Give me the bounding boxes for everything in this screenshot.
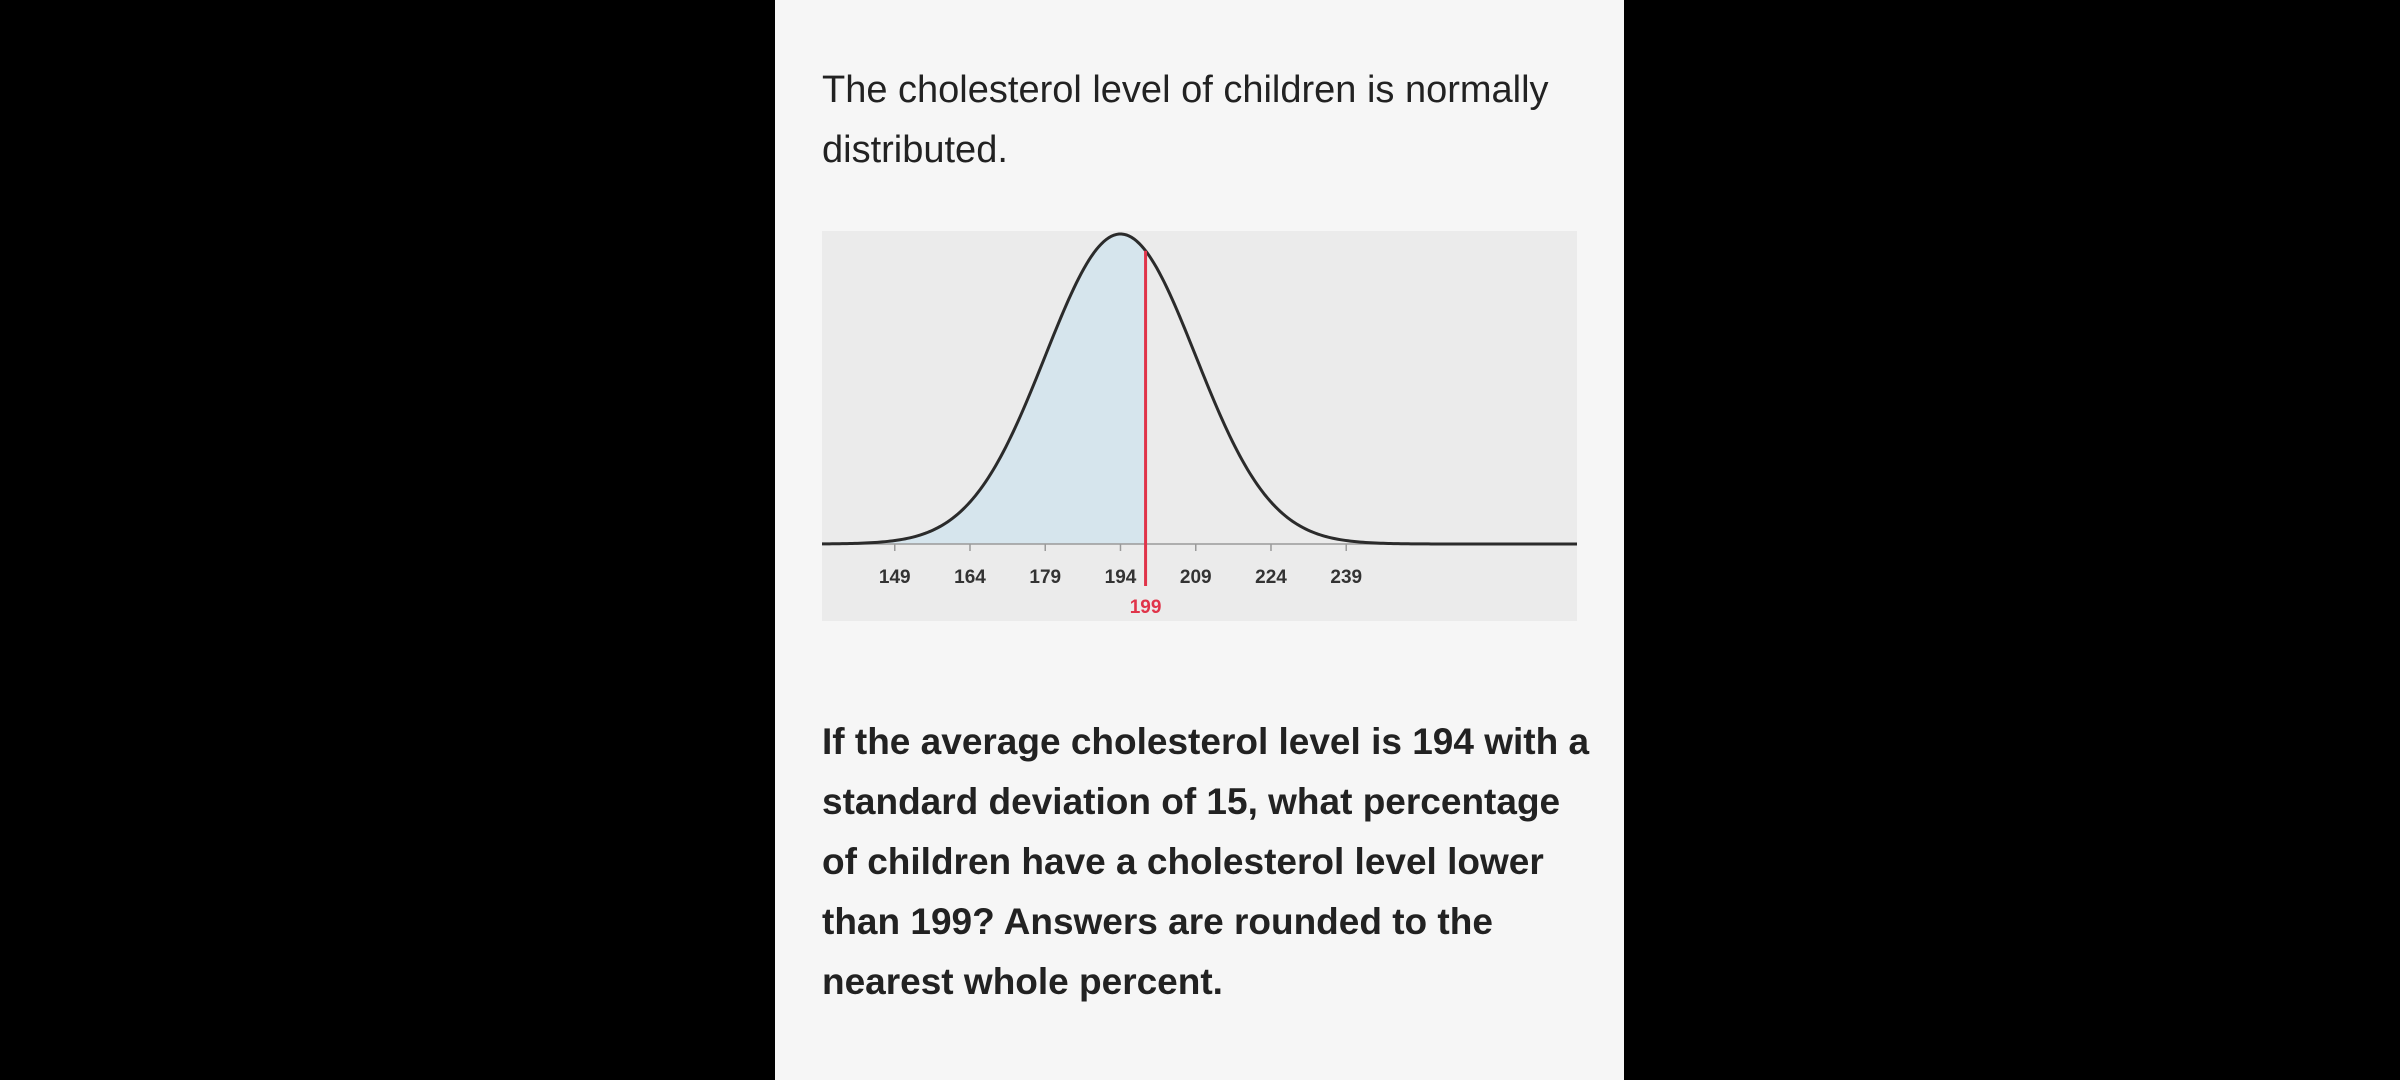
tick-label: 179: [1029, 567, 1061, 588]
tick-label: 164: [954, 567, 986, 588]
problem-panel: The cholesterol level of children is nor…: [775, 0, 1624, 1080]
tick-label: 239: [1330, 567, 1362, 588]
intro-text: The cholesterol level of children is nor…: [822, 69, 1549, 171]
tick-label: 149: [879, 567, 911, 588]
marker-label: 199: [1130, 597, 1162, 618]
chart-svg: 149 164 179 194 209 224 239 199: [822, 232, 1577, 618]
tick-label: 194: [1105, 567, 1137, 588]
tick-label: 209: [1180, 567, 1212, 588]
shaded-area: [822, 234, 1146, 544]
tick-marks: 149 164 179 194 209 224 239: [879, 544, 1362, 588]
normal-distribution-chart: 149 164 179 194 209 224 239 199: [822, 231, 1577, 621]
normal-curve: [822, 232, 1577, 546]
question-text: If the average cholesterol level is 194 …: [822, 721, 1590, 1002]
tick-label: 224: [1255, 567, 1287, 588]
